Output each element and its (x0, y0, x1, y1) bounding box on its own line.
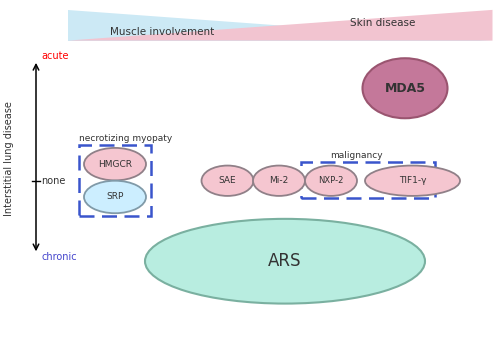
Ellipse shape (84, 181, 146, 213)
Text: HMGCR: HMGCR (98, 160, 132, 169)
Text: SAE: SAE (218, 176, 236, 185)
Bar (301, 162, 435, 198)
Text: malignancy: malignancy (330, 151, 382, 160)
Ellipse shape (253, 166, 305, 196)
Text: Muscle involvement: Muscle involvement (110, 27, 214, 37)
Ellipse shape (145, 219, 425, 304)
Text: acute: acute (41, 52, 68, 61)
Text: ARS: ARS (268, 252, 302, 270)
Text: NXP-2: NXP-2 (318, 176, 344, 185)
Text: Skin disease: Skin disease (350, 18, 416, 28)
Ellipse shape (305, 166, 357, 196)
Polygon shape (68, 10, 492, 41)
Text: Mi-2: Mi-2 (270, 176, 288, 185)
Text: necrotizing myopaty: necrotizing myopaty (79, 134, 172, 143)
Text: Interstitial lung disease: Interstitial lung disease (4, 101, 14, 216)
Text: chronic: chronic (41, 252, 76, 262)
Text: none: none (41, 176, 66, 186)
Ellipse shape (365, 166, 460, 196)
Polygon shape (68, 10, 492, 41)
Ellipse shape (362, 58, 448, 118)
Text: MDA5: MDA5 (384, 82, 426, 95)
Ellipse shape (202, 166, 254, 196)
Text: TIF1-γ: TIF1-γ (399, 176, 426, 185)
Ellipse shape (84, 148, 146, 180)
Bar (79, 145, 151, 216)
Text: SRP: SRP (106, 192, 124, 202)
